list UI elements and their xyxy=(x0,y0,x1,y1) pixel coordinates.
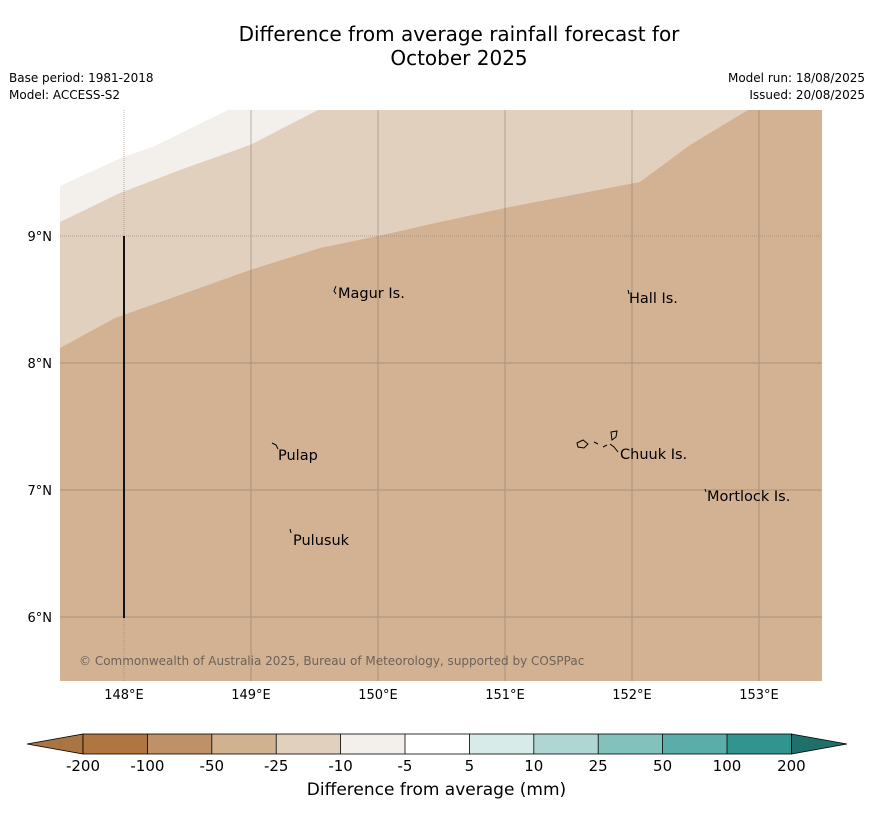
colorbar-cell-2 xyxy=(147,734,212,754)
place-label-hall: Hall Is. xyxy=(629,291,678,307)
lat-label-7n: 7°N xyxy=(28,484,53,499)
lat-label-6n: 6°N xyxy=(28,611,53,626)
place-label-chuuk: Chuuk Is. xyxy=(620,447,687,463)
colorbar-label-6: -5 xyxy=(398,757,413,775)
place-label-mortlock: Mortlock Is. xyxy=(707,489,790,505)
title-line-2: October 2025 xyxy=(390,46,528,70)
colorbar-cell-7 xyxy=(469,734,534,754)
issued-date: Issued: 20/08/2025 xyxy=(749,88,865,102)
colorbar xyxy=(26,733,848,755)
map-title: Difference from average rainfall forecas… xyxy=(0,22,873,70)
place-label-pulusuk: Pulusuk xyxy=(293,533,350,549)
colorbar-cell-6 xyxy=(405,734,470,754)
colorbar-extend-high xyxy=(791,733,848,755)
colorbar-label-4: -25 xyxy=(264,757,289,775)
model-run: Model run: 18/08/2025 xyxy=(727,71,865,85)
colorbar-label-5: -10 xyxy=(328,757,353,775)
lat-label-8n: 8°N xyxy=(28,357,53,372)
colorbar-cell-5 xyxy=(340,734,405,754)
colorbar-title: Difference from average (mm) xyxy=(306,780,567,800)
colorbar-cell-10 xyxy=(662,734,727,754)
lat-label-9n: 9°N xyxy=(28,230,53,245)
map-blank-corner xyxy=(60,110,228,186)
colorbar-cell-1 xyxy=(83,734,148,754)
lon-label-152e: 152°E xyxy=(612,688,652,703)
base-period: Base period: 1981-2018 xyxy=(9,71,154,85)
colorbar-label-7: 5 xyxy=(465,757,475,775)
colorbar-label-8: 10 xyxy=(524,757,543,775)
colorbar-label-3: -50 xyxy=(200,757,225,775)
colorbar-label-11: 100 xyxy=(713,757,742,775)
colorbar-label-9: 25 xyxy=(589,757,608,775)
colorbar-cell-9 xyxy=(598,734,663,754)
colorbar-cell-3 xyxy=(211,734,277,754)
colorbar-label-12: 200 xyxy=(777,757,806,775)
lon-label-151e: 151°E xyxy=(485,688,525,703)
lon-label-149e: 149°E xyxy=(231,688,271,703)
colorbar-cell-8 xyxy=(533,734,599,754)
gridlines xyxy=(60,110,822,681)
model-name: Model: ACCESS-S2 xyxy=(9,88,121,102)
lon-label-150e: 150°E xyxy=(358,688,398,703)
lon-label-153e: 153°E xyxy=(739,688,779,703)
island-outlines xyxy=(271,285,707,534)
colorbar-label-2: -100 xyxy=(130,757,164,775)
colorbar-extend-low xyxy=(26,733,84,755)
map-band-medium xyxy=(60,110,748,348)
meta-left: Base period: 1981-2018 Model: ACCESS-S2 xyxy=(9,70,154,104)
place-label-magur: Magur Is. xyxy=(338,286,405,302)
place-label-pulap: Pulap xyxy=(278,448,318,464)
colorbar-cell-4 xyxy=(276,734,341,754)
colorbar-label-10: 50 xyxy=(653,757,672,775)
colorbar-cell-11 xyxy=(727,734,792,754)
copyright-notice: © Commonwealth of Australia 2025, Bureau… xyxy=(79,654,585,668)
title-line-1: Difference from average rainfall forecas… xyxy=(238,22,680,46)
colorbar-label-1: -200 xyxy=(66,757,100,775)
lon-label-148e: 148°E xyxy=(104,688,144,703)
meta-right: Model run: 18/08/2025 Issued: 20/08/2025 xyxy=(728,70,865,104)
